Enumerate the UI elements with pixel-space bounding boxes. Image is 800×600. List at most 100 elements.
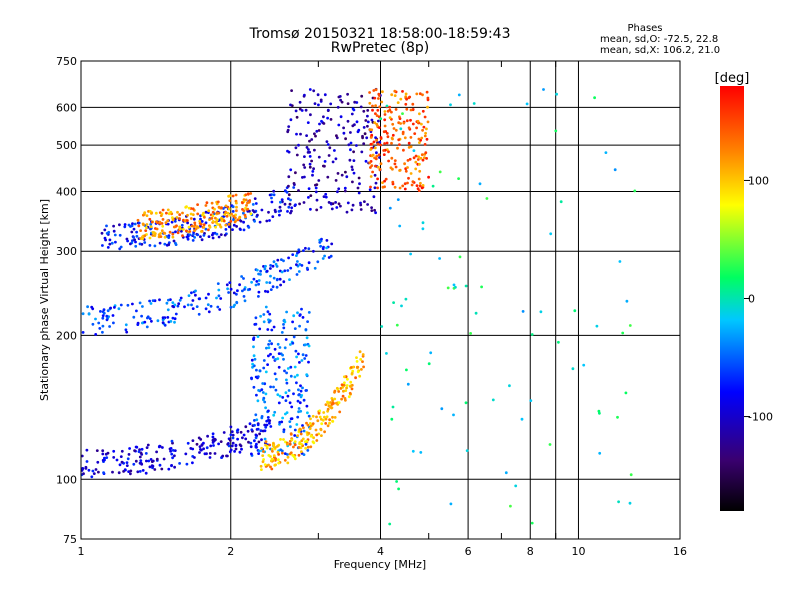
data-point [336, 172, 340, 175]
data-point [355, 120, 359, 124]
data-point [469, 332, 472, 335]
data-point [120, 460, 124, 464]
data-point [286, 149, 289, 153]
data-point [290, 206, 294, 210]
data-point [264, 370, 268, 374]
data-point [105, 456, 109, 459]
data-point [143, 320, 147, 324]
data-point [297, 352, 300, 356]
x-tick-label: 4 [377, 545, 384, 558]
data-point [247, 440, 250, 444]
data-point [194, 293, 197, 297]
data-point [322, 115, 325, 119]
data-point [315, 439, 319, 442]
data-point [418, 92, 422, 96]
data-point [325, 140, 329, 144]
data-point [280, 270, 284, 274]
data-point [391, 405, 395, 409]
data-point [423, 143, 427, 146]
data-point [173, 454, 176, 458]
data-point [231, 194, 235, 198]
data-point [257, 295, 260, 298]
data-point [368, 161, 372, 165]
data-point [114, 240, 117, 244]
data-point [134, 459, 138, 463]
colorbar-tick-label: 100 [748, 174, 769, 187]
data-point [189, 447, 193, 450]
data-point [173, 317, 177, 321]
data-point [421, 221, 425, 225]
data-point [174, 243, 178, 247]
data-point [308, 88, 312, 91]
data-point [330, 406, 333, 410]
data-point [285, 371, 288, 375]
data-point [210, 201, 214, 205]
data-point [155, 227, 159, 231]
data-point [350, 371, 354, 375]
data-point [155, 457, 159, 461]
data-point [429, 351, 433, 355]
data-point [360, 150, 364, 154]
data-point [270, 342, 273, 346]
data-point [363, 132, 367, 136]
data-point [376, 186, 379, 190]
data-point [348, 158, 352, 162]
data-point [295, 115, 299, 119]
data-point [193, 236, 197, 239]
y-tick-label: 200 [56, 329, 77, 342]
data-point [309, 417, 312, 421]
data-point [403, 187, 407, 191]
data-point [178, 213, 182, 217]
data-point [396, 101, 400, 104]
data-point [362, 109, 366, 113]
data-point [192, 217, 196, 221]
data-point [276, 357, 280, 361]
data-point [94, 468, 98, 471]
data-point [370, 206, 373, 210]
data-point [347, 143, 351, 147]
data-point [431, 184, 435, 188]
data-point [113, 306, 116, 309]
data-point [373, 208, 376, 212]
data-point [296, 399, 300, 403]
data-point [281, 416, 284, 420]
data-point [316, 93, 320, 97]
data-point [293, 183, 296, 187]
data-point [373, 146, 377, 150]
data-point [315, 129, 319, 133]
data-point [374, 104, 377, 108]
data-point [255, 268, 259, 272]
data-point [379, 136, 383, 139]
data-point [289, 425, 292, 429]
data-point [215, 221, 218, 224]
data-point [397, 138, 401, 142]
data-point [227, 291, 231, 294]
data-point [145, 223, 149, 226]
data-point [344, 389, 348, 392]
data-point [374, 211, 377, 215]
data-point [276, 342, 280, 346]
data-point [390, 156, 394, 160]
x-tick-label: 1 [78, 545, 85, 558]
data-point [200, 448, 203, 452]
data-point [378, 156, 381, 159]
data-point [293, 365, 297, 369]
data-point [80, 454, 84, 458]
data-point [406, 382, 410, 386]
data-point [335, 386, 339, 390]
data-point [349, 366, 353, 369]
data-point [229, 433, 233, 437]
data-point [173, 465, 177, 469]
data-point [126, 457, 130, 461]
data-point [139, 459, 143, 462]
data-point [158, 241, 162, 245]
data-point [232, 223, 236, 227]
data-point [378, 105, 382, 109]
data-point [187, 225, 191, 229]
data-point [380, 325, 384, 328]
data-point [331, 160, 335, 164]
data-point [177, 302, 181, 306]
data-point [530, 333, 534, 336]
data-point [382, 149, 386, 152]
data-point [132, 315, 136, 319]
